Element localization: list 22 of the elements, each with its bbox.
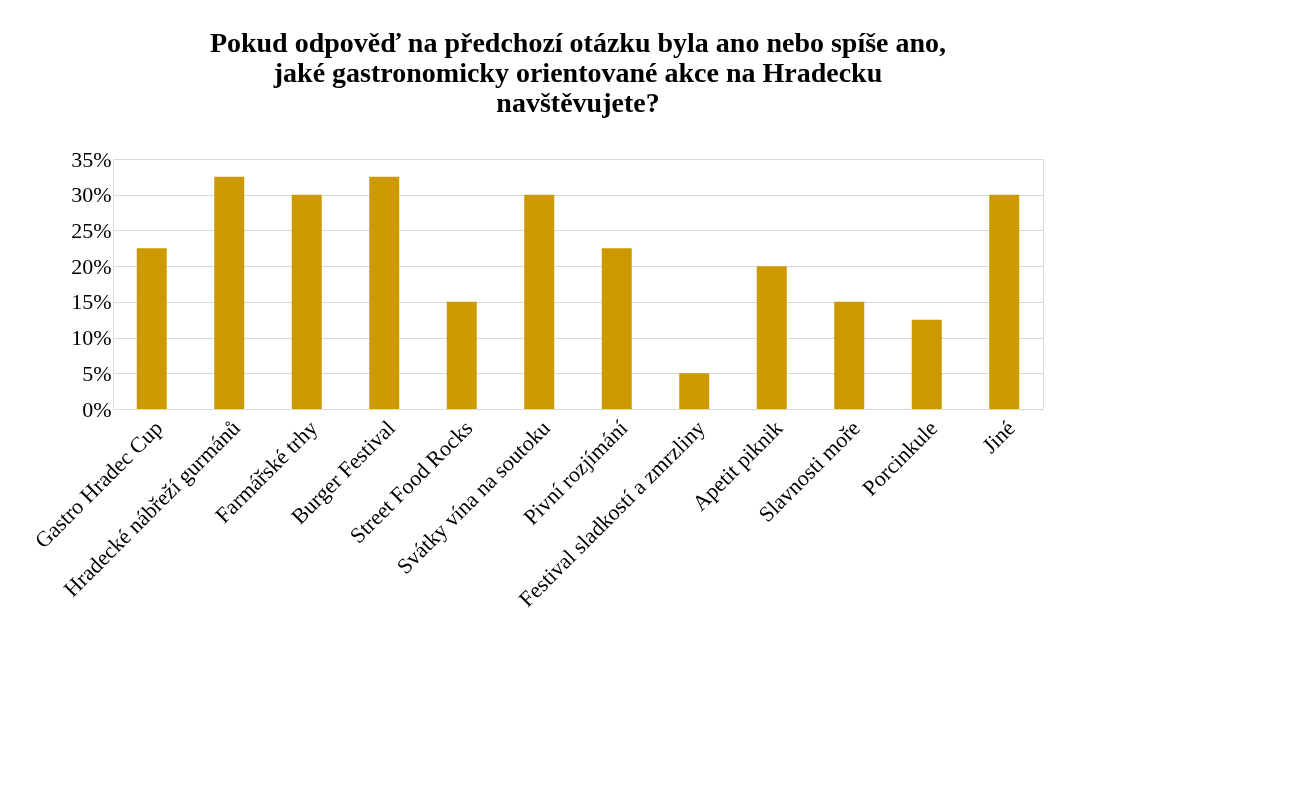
bar [291, 194, 322, 409]
bar [756, 266, 787, 409]
bar [369, 176, 400, 409]
bar [136, 248, 167, 409]
y-tick-label: 20% [71, 253, 112, 279]
bar [446, 301, 477, 409]
y-tick-label: 25% [71, 217, 112, 243]
y-tick-label: 35% [71, 146, 112, 172]
bar [989, 194, 1020, 409]
bar [911, 319, 942, 409]
y-tick-label: 0% [82, 396, 112, 422]
bar [214, 176, 245, 409]
x-tick-label: Jiné [977, 415, 1020, 459]
y-tick-label: 5% [82, 360, 112, 386]
bar [679, 373, 710, 409]
bar [601, 248, 632, 409]
bar [524, 194, 555, 409]
y-tick-label: 10% [71, 325, 112, 351]
y-tick-label: 15% [71, 289, 112, 315]
bar [834, 301, 865, 409]
chart-title: Pokud odpověď na předchozí otázku byla ano nebo spíše ano, jaké gastronomicky orientované akce na Hradecku navštěvujete? [209, 27, 947, 118]
y-tick-label: 30% [71, 182, 112, 208]
